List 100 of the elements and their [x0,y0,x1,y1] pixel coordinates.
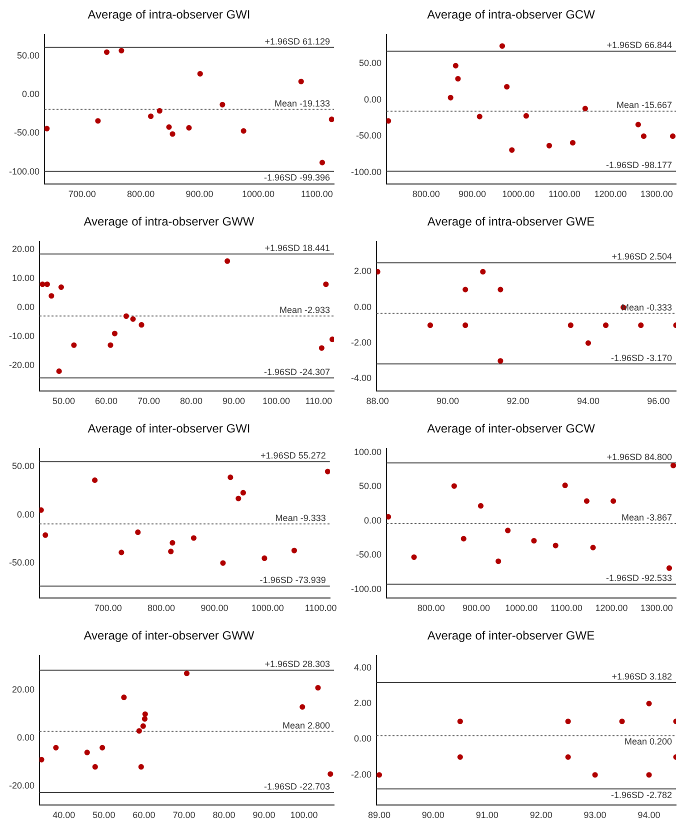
y-tick-label: -100.00 [350,584,382,594]
ref-line-label: -1.96SD -2.782 [610,790,672,800]
point [56,368,62,374]
point [386,514,392,520]
point [291,548,298,554]
ref-line-label: -1.96SD -73.939 [260,575,326,586]
point [584,498,590,504]
point [71,342,77,348]
point [499,43,506,49]
point [190,535,197,541]
y-tick-label: 10.00 [12,272,35,283]
point [498,358,504,364]
point [505,528,511,534]
y-tick-label: -50.00 [8,558,35,568]
chart-title: Average of intra-observer GWI [88,8,250,22]
point [585,340,592,346]
point [240,128,246,134]
x-tick-label: 50.00 [92,810,116,820]
point [565,718,571,724]
point [228,474,234,480]
point [509,147,515,153]
chart-title: Average of inter-observer GWW [84,628,255,643]
point [138,764,144,770]
point [457,754,463,760]
ref-line-label: +1.96SD 28.303 [264,659,330,670]
chart-title: Average of intra-observer GCW [427,8,596,22]
x-tick-label: 50.00 [52,396,76,406]
point [318,345,324,351]
point [498,286,504,292]
x-tick-label: 1300.00 [640,189,673,200]
x-tick-label: 60.00 [94,396,118,406]
y-tick-label: -50.00 [356,130,382,141]
ref-line-label: +1.96SD 18.441 [264,243,330,254]
ref-line-label: Mean 2.800 [282,720,330,730]
x-tick-label: 900.00 [458,189,486,200]
x-tick-label: 110.00 [305,396,332,406]
point [92,764,98,770]
ref-line-label: Mean -15.667 [616,100,672,110]
point [504,84,510,90]
point [455,76,461,82]
y-tick-label: 0.00 [354,302,372,312]
point [670,462,676,468]
point [197,70,203,77]
point [40,507,44,513]
point [602,322,609,328]
y-tick-label: -20.00 [8,360,35,370]
point [135,529,141,536]
x-tick-label: 1200.00 [595,603,628,614]
x-tick-label: 70.00 [172,810,196,820]
ref-line-label: -1.96SD -92.533 [606,573,672,584]
point [411,554,417,560]
x-tick-label: 1100.00 [550,603,582,614]
point [104,49,110,55]
point [262,555,268,562]
y-tick-label: -10.00 [8,330,35,341]
y-tick-label: 2.00 [354,266,372,276]
point [220,102,226,108]
point [142,711,148,717]
x-tick-label: 91.00 [476,810,498,820]
y-tick-label: 20.00 [12,684,35,695]
x-tick-label: 800.00 [127,189,155,200]
ref-line-label: +1.96SD 2.504 [612,252,672,262]
point [118,48,124,54]
point [44,281,50,288]
ref-line-label: Mean -9.333 [275,512,326,523]
point [130,316,136,322]
ref-line-label: +1.96SD 3.182 [612,671,672,682]
point [460,536,466,542]
y-tick-label: -2.00 [351,338,372,348]
x-tick-label: 1300.00 [640,603,673,614]
point [328,116,334,122]
point [451,483,457,489]
point [328,771,334,777]
ref-line-label: Mean 0.200 [624,736,672,747]
point [582,106,588,112]
point [610,498,616,504]
y-tick-label: 0.00 [364,94,382,104]
point [142,716,148,722]
x-tick-label: 94.00 [576,396,600,406]
y-tick-label: 4.00 [354,662,372,672]
x-tick-label: 92.00 [530,810,552,820]
x-tick-label: 100.00 [262,396,290,406]
point [236,496,242,502]
x-tick-label: 900.00 [200,603,228,614]
point [123,313,130,319]
x-tick-label: 88.00 [366,396,389,406]
x-tick-label: 1000.00 [251,603,284,614]
point [546,142,552,148]
x-tick-label: 70.00 [137,396,160,406]
point [186,125,192,131]
point [568,322,574,328]
point [531,538,537,544]
x-tick-label: 94.00 [638,810,660,820]
point [40,756,44,762]
point [319,160,326,166]
ref-line-label: +1.96SD 55.272 [260,450,326,461]
point [40,281,46,288]
y-tick-label: -2.00 [351,769,372,780]
point [476,114,482,120]
ref-line-label: Mean -2.933 [279,304,330,315]
